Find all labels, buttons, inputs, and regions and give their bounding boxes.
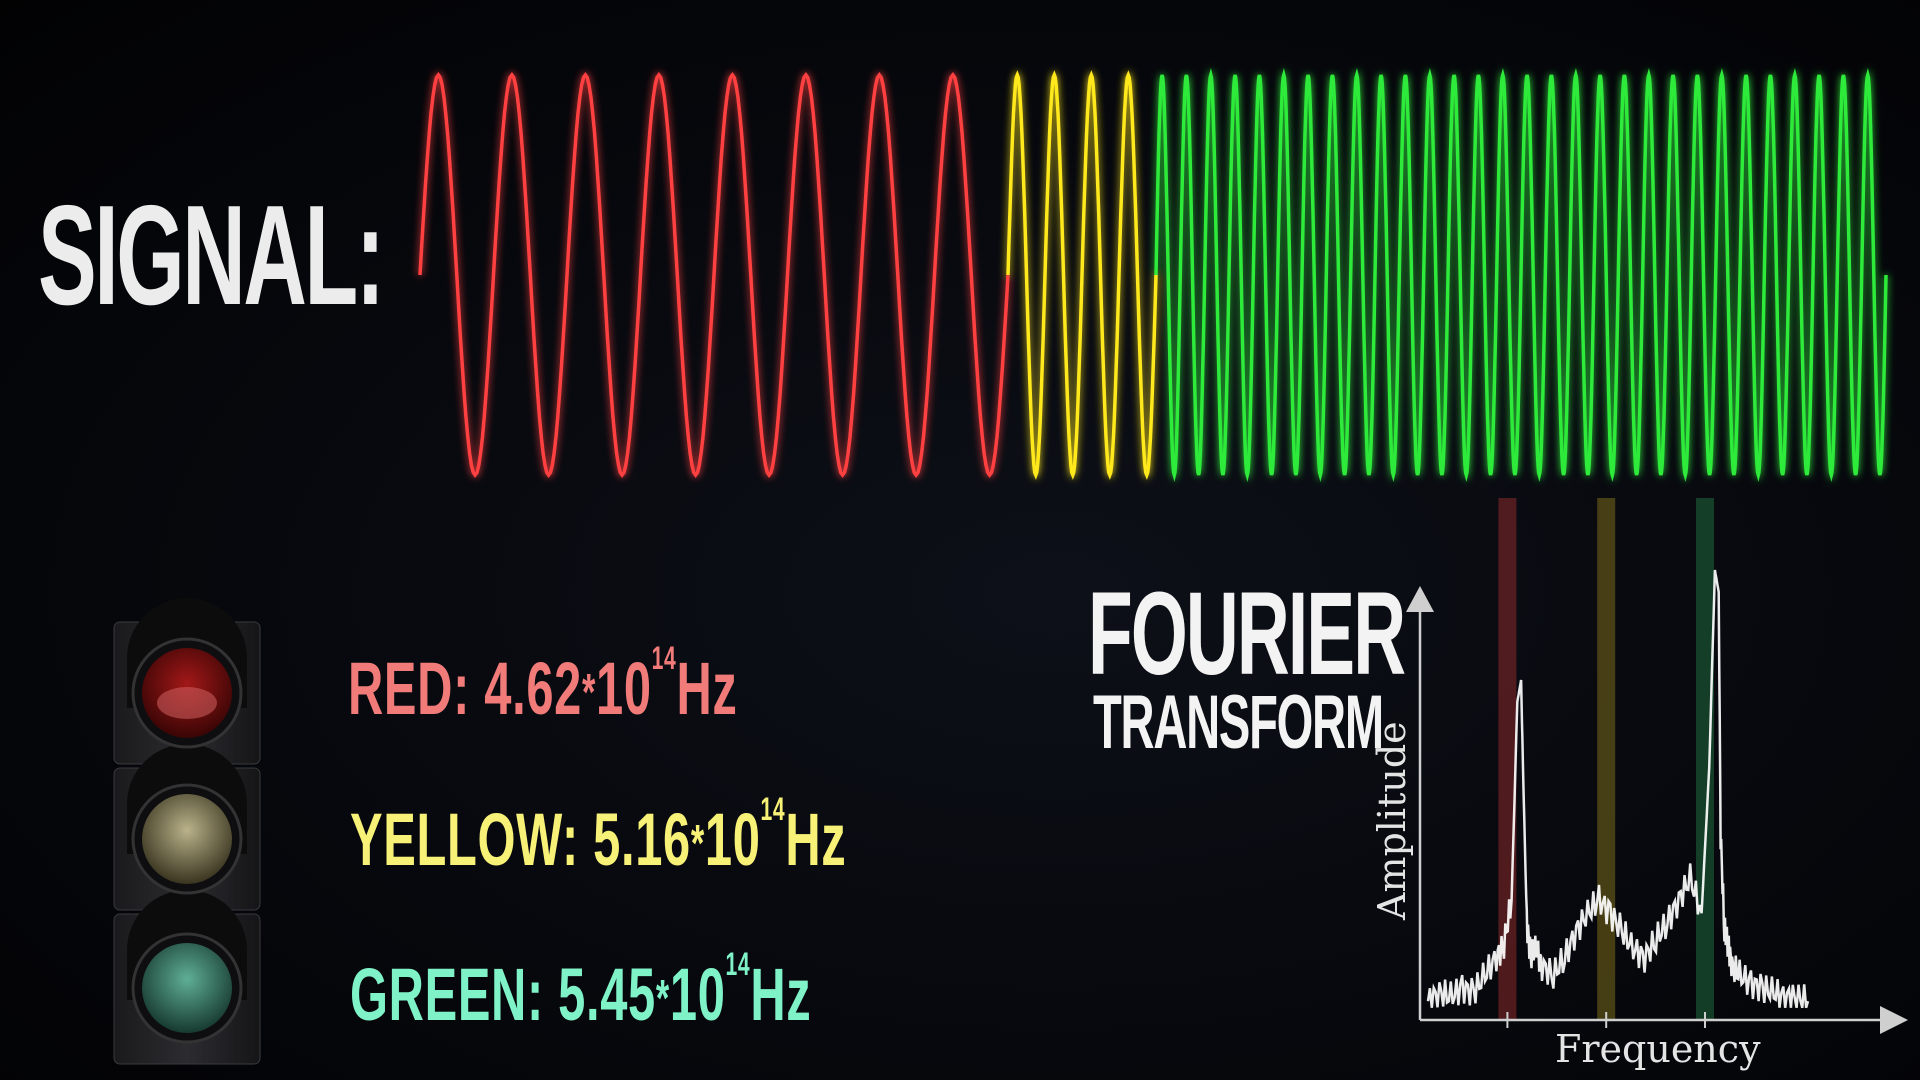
row-name: YELLOW xyxy=(350,798,562,881)
frequency-row-red: RED: 4.62*1014Hz xyxy=(348,642,737,726)
traffic-light-icon xyxy=(113,598,261,1065)
frequency-row-green: GREEN: 5.45*1014Hz xyxy=(350,948,811,1032)
row-exp: 14 xyxy=(651,640,677,676)
y-axis-label: Amplitude xyxy=(1370,721,1414,921)
row-op: * xyxy=(581,664,596,722)
row-sep: : xyxy=(453,647,471,730)
row-op: * xyxy=(655,970,670,1028)
signal-title: SIGNAL: xyxy=(38,176,385,335)
row-mantissa: 4.62 xyxy=(484,647,582,730)
row-sep: : xyxy=(561,798,579,881)
row-exp: 14 xyxy=(725,946,751,982)
fourier-line-1: FOURIER xyxy=(1088,568,1406,700)
row-unit: Hz xyxy=(750,953,812,1036)
row-exp: 14 xyxy=(760,791,786,827)
x-axis-label: Frequency xyxy=(1555,1027,1761,1071)
row-mantissa: 5.16 xyxy=(593,798,691,881)
row-name: GREEN xyxy=(350,953,527,1036)
row-unit: Hz xyxy=(676,647,738,730)
x-axis-arrow-icon xyxy=(1880,1006,1908,1034)
signal-segment xyxy=(418,72,1010,478)
row-base: 10 xyxy=(595,647,652,730)
band-green xyxy=(1696,498,1714,1020)
signal-waveform xyxy=(418,68,1888,482)
signal-segment xyxy=(1154,68,1888,482)
y-axis-arrow-icon xyxy=(1406,586,1434,612)
row-name: RED xyxy=(348,647,454,730)
signal-segment xyxy=(1006,70,1158,480)
spectrum-line xyxy=(1426,569,1810,1009)
fourier-line-2: TRANSFORM xyxy=(1093,680,1384,765)
row-base: 10 xyxy=(669,953,726,1036)
fourier-transform-heading: FOURIER TRANSFORM xyxy=(1088,568,1598,761)
row-mantissa: 5.45 xyxy=(558,953,656,1036)
band-yellow xyxy=(1597,498,1616,1020)
frequency-row-yellow: YELLOW: 5.16*1014Hz xyxy=(350,793,846,877)
row-unit: Hz xyxy=(785,798,847,881)
row-base: 10 xyxy=(704,798,761,881)
row-sep: : xyxy=(526,953,544,1036)
row-op: * xyxy=(690,815,705,873)
